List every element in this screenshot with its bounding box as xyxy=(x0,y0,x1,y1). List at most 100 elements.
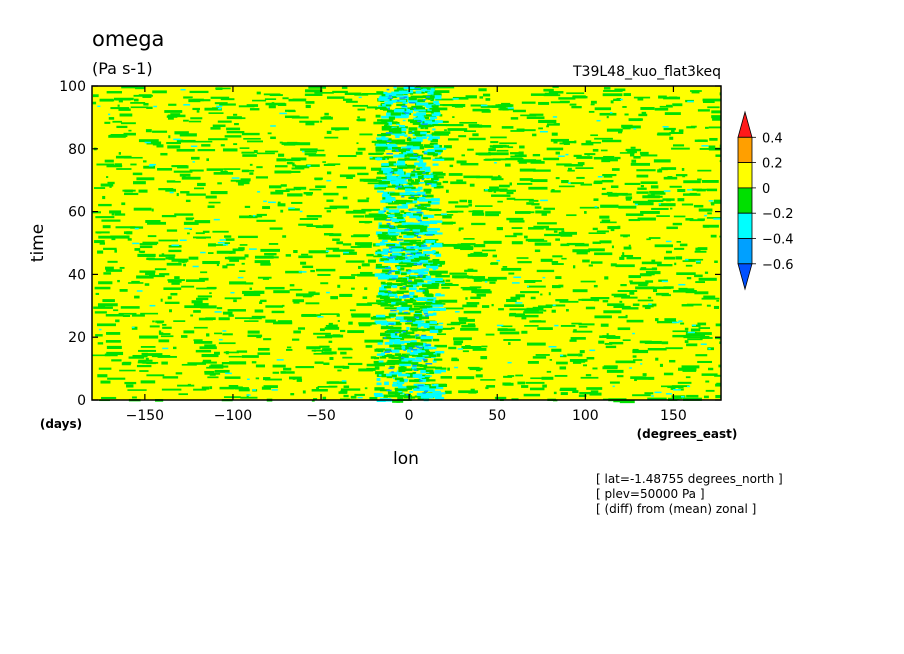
field-cell-negative xyxy=(166,115,178,118)
field-cell-negative xyxy=(281,142,300,145)
field-cell-negative xyxy=(676,240,682,243)
field-cell-negative xyxy=(592,148,599,152)
field-cell-ascent xyxy=(427,97,435,100)
field-cell-ascent xyxy=(396,103,406,107)
field-cell-negative xyxy=(229,251,233,254)
field-cell-negative xyxy=(487,276,507,280)
field-cell-negative xyxy=(391,148,408,152)
field-cell-negative xyxy=(229,281,247,285)
field-cell-ascent xyxy=(406,259,420,263)
field-cell-negative xyxy=(260,263,271,266)
field-cell-ascent xyxy=(391,322,402,326)
field-cell-fleck xyxy=(179,239,187,242)
field-cell-negative xyxy=(305,101,315,104)
field-cell-negative xyxy=(255,176,269,179)
field-cell-ascent xyxy=(432,138,437,142)
field-cell-negative xyxy=(523,159,542,163)
field-cell-negative xyxy=(304,153,317,156)
field-cell-ascent xyxy=(413,107,420,111)
field-cell-negative xyxy=(263,385,278,389)
field-cell-fleck xyxy=(665,240,672,243)
field-cell-negative xyxy=(192,98,204,102)
field-cell-ascent xyxy=(412,321,422,325)
field-cell-negative xyxy=(209,386,213,390)
field-cell-negative xyxy=(467,268,474,272)
field-cell-negative xyxy=(460,327,479,331)
field-cell-negative xyxy=(210,96,230,99)
field-cell-negative xyxy=(578,359,586,363)
field-cell-negative xyxy=(705,389,715,392)
field-cell-negative xyxy=(170,113,181,116)
field-cell-negative xyxy=(637,187,647,190)
field-cell-negative xyxy=(593,156,610,160)
field-cell-negative xyxy=(207,252,214,254)
field-cell-ascent xyxy=(373,392,383,396)
field-cell-ascent xyxy=(404,186,416,190)
field-cell-negative xyxy=(149,274,165,278)
field-cell-negative xyxy=(441,286,450,289)
field-cell-negative xyxy=(642,195,660,199)
field-cell-negative xyxy=(555,238,560,241)
field-cell-negative xyxy=(672,334,691,338)
field-cell-negative xyxy=(300,261,307,265)
field-cell-ascent xyxy=(375,265,389,269)
field-cell-negative xyxy=(119,289,128,292)
field-cell-ascent xyxy=(401,112,407,116)
chart-subtitle: (Pa s-1) xyxy=(92,59,153,78)
field-cell-ascent xyxy=(400,272,407,276)
field-cell-negative xyxy=(265,102,286,106)
field-cell-negative xyxy=(351,314,371,318)
field-cell-ascent xyxy=(400,373,409,377)
field-cell-negative xyxy=(462,350,469,353)
field-cell-negative xyxy=(328,340,333,343)
field-cell-ascent xyxy=(431,183,437,187)
field-cell-ascent xyxy=(427,200,432,204)
field-cell-negative xyxy=(560,392,568,396)
field-cell-negative xyxy=(715,154,721,157)
field-cell-negative xyxy=(180,191,190,194)
field-cell-negative xyxy=(183,330,195,334)
field-cell-negative xyxy=(253,150,258,154)
field-cell-negative xyxy=(524,280,536,283)
field-cell-negative xyxy=(573,329,577,332)
field-cell-ascent xyxy=(411,175,422,179)
field-cell-negative xyxy=(540,293,543,296)
field-cell-negative xyxy=(632,303,640,306)
field-cell-negative xyxy=(344,92,362,96)
field-cell-ascent xyxy=(386,361,396,366)
field-cell-negative xyxy=(408,178,413,182)
field-cell-negative xyxy=(706,304,711,307)
field-cell-fleck xyxy=(454,311,460,313)
field-cell-negative xyxy=(452,116,455,118)
field-cell-negative xyxy=(401,107,418,111)
field-cell-negative xyxy=(588,232,606,234)
field-cell-negative xyxy=(710,202,715,206)
field-cell-negative xyxy=(672,222,683,226)
field-cell-ascent xyxy=(383,260,397,263)
field-cell-ascent xyxy=(388,355,393,359)
field-cell-negative xyxy=(474,290,492,294)
field-cell-fleck xyxy=(144,141,151,144)
field-cell-ascent xyxy=(402,277,408,282)
field-cell-negative xyxy=(603,87,611,90)
field-cell-negative xyxy=(707,106,720,109)
field-cell-negative xyxy=(405,372,416,377)
field-cell-negative xyxy=(236,350,248,353)
field-cell-fleck xyxy=(507,107,514,109)
field-cell-ascent xyxy=(417,323,430,327)
field-cell-negative xyxy=(606,128,623,132)
field-cell-strong-ascent xyxy=(401,195,405,198)
field-cell-negative xyxy=(669,136,674,140)
field-cell-fleck xyxy=(452,98,459,100)
field-cell-ascent xyxy=(391,91,403,95)
field-cell-negative xyxy=(244,320,259,322)
field-cell-negative xyxy=(546,125,549,128)
field-cell-negative xyxy=(386,109,398,113)
field-cell-negative xyxy=(606,369,624,373)
field-cell-ascent xyxy=(422,216,428,220)
field-cell-negative xyxy=(349,309,356,312)
field-cell-ascent xyxy=(381,115,393,119)
field-cell-negative xyxy=(601,139,622,143)
field-cell-negative xyxy=(697,139,707,142)
field-cell-negative xyxy=(537,222,557,225)
